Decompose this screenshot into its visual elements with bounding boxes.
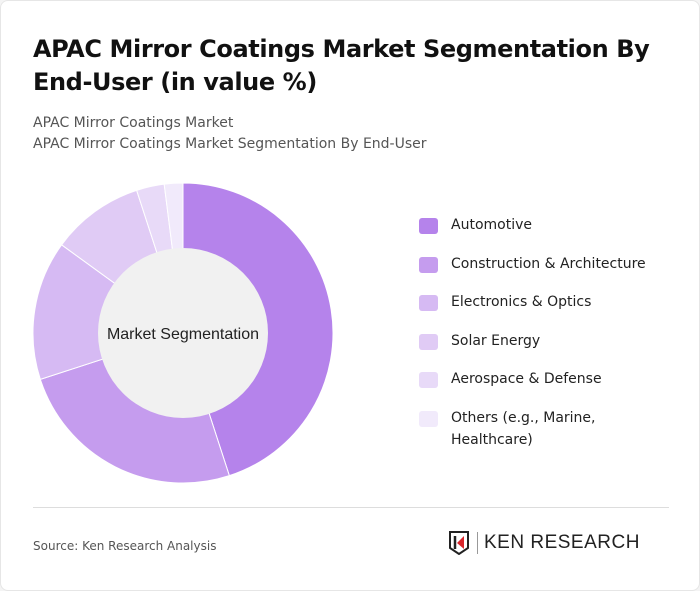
legend-label: Construction & Architecture <box>451 255 646 272</box>
center-label: Market Segmentation <box>107 326 259 343</box>
ken-research-logo: KEN RESEARCH <box>449 531 640 555</box>
legend-label: Solar Energy <box>451 332 541 349</box>
chart-title: APAC Mirror Coatings Market Segmentation… <box>33 35 650 96</box>
ken-logo-icon <box>449 531 469 555</box>
legend-swatch <box>419 333 438 350</box>
legend-swatch <box>419 410 438 427</box>
divider <box>33 507 669 508</box>
legend-label: Others (e.g., Marine, Healthcare) <box>451 409 596 448</box>
subtitle-segmentation: APAC Mirror Coatings Market Segmentation… <box>33 136 427 152</box>
legend-swatch <box>419 372 438 388</box>
legend-swatch <box>419 218 438 234</box>
logo-text: KEN RESEARCH <box>477 532 640 554</box>
legend-label: Automotive <box>451 217 532 233</box>
legend-label: Electronics & Optics <box>451 294 592 310</box>
donut-chart: Market Segmentation <box>32 182 334 484</box>
source-note: Source: Ken Research Analysis <box>33 539 217 553</box>
subtitle-market: APAC Mirror Coatings Market <box>33 115 234 131</box>
legend-swatch <box>419 256 438 273</box>
legend-label: Aerospace & Defense <box>451 371 602 387</box>
legend-swatch <box>419 295 438 311</box>
donut-hole <box>98 248 268 418</box>
